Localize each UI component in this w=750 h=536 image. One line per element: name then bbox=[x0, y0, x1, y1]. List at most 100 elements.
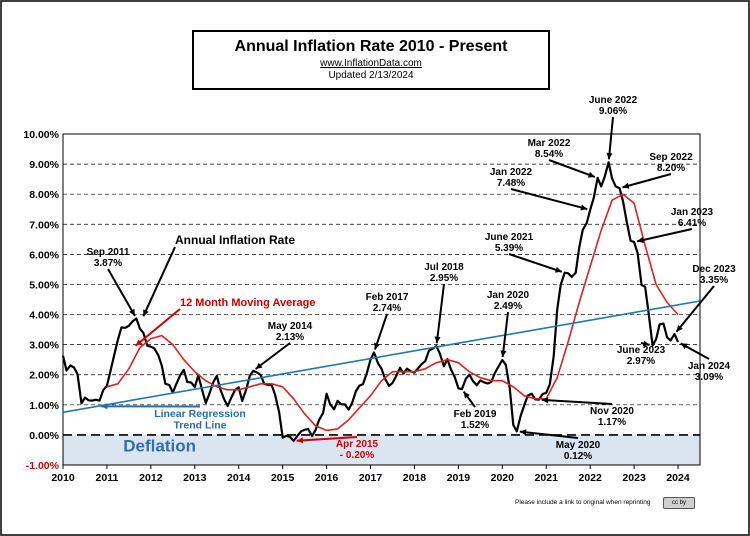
x-tick-label: 2013 bbox=[183, 472, 207, 484]
annotation-line: Linear Regression bbox=[154, 408, 246, 420]
annotation-arrowhead bbox=[374, 342, 380, 350]
annotation-line: 1.17% bbox=[598, 417, 626, 428]
annotation-label: Jan 2024 3.09% bbox=[688, 361, 731, 383]
annotation-label: June 2021 5.39% bbox=[485, 232, 534, 254]
annotation-arrow bbox=[255, 342, 291, 370]
annotation-arrow bbox=[519, 430, 579, 439]
annotation-arrowhead bbox=[637, 237, 644, 243]
annotation-arrow bbox=[541, 398, 613, 405]
annotation-line: 7.48% bbox=[497, 178, 525, 189]
annotation-line: Feb 2017 bbox=[366, 292, 409, 303]
deflation-label: Deflation bbox=[123, 436, 196, 455]
x-tick-label: 2021 bbox=[535, 472, 559, 484]
annotation-arrowhead bbox=[255, 362, 263, 370]
y-tick-label: 2.00% bbox=[29, 370, 59, 382]
annotation-label: Sep 2011 3.87% bbox=[87, 247, 130, 269]
x-tick-label: 2024 bbox=[666, 472, 690, 484]
annotation-line: 5.39% bbox=[495, 243, 523, 254]
annotation-line: Jan 2023 bbox=[671, 207, 714, 218]
x-tick-label: 2023 bbox=[622, 472, 646, 484]
updated-date: Updated 2/13/2024 bbox=[328, 70, 414, 81]
annotation-arrow bbox=[435, 283, 445, 344]
annotation-label: Annual Inflation Rate bbox=[175, 233, 295, 247]
annotation-arrowhead bbox=[642, 340, 650, 347]
annotation-line: 3.35% bbox=[700, 275, 728, 286]
annotation-line: 2.95% bbox=[430, 273, 458, 284]
cc-license-icon: cc by bbox=[663, 497, 695, 509]
annotation-label: May 2020 0.12% bbox=[556, 440, 601, 462]
annotation-line: Mar 2022 bbox=[528, 138, 571, 149]
annotation-label: Sep 2022 8.20% bbox=[649, 152, 693, 174]
annotation-arrowhead bbox=[463, 391, 470, 399]
annotation-line: 2.74% bbox=[373, 303, 401, 314]
annotation-label: June 2022 9.06% bbox=[589, 95, 638, 117]
annotation-arrow bbox=[134, 308, 181, 347]
x-tick-label: 2015 bbox=[271, 472, 295, 484]
annotation-line: Nov 2020 bbox=[590, 406, 634, 417]
annotation-arrowhead bbox=[434, 336, 441, 344]
annotation-label: Feb 2017 2.74% bbox=[366, 292, 409, 314]
annotation-arrowhead bbox=[101, 403, 108, 410]
y-tick-label: 0.00% bbox=[29, 430, 59, 442]
annotation-line: Jan 2024 bbox=[688, 361, 731, 372]
annotation-line: - 0.20% bbox=[340, 450, 375, 461]
chart-title: Annual Inflation Rate 2010 - Present bbox=[234, 38, 508, 55]
series-line-1 bbox=[61, 161, 680, 442]
annotation-label: June 2023 2.97% bbox=[617, 345, 666, 367]
chart-title-box: Annual Inflation Rate 2010 - Present www… bbox=[192, 30, 550, 90]
y-tick-label: -1.00% bbox=[26, 460, 60, 472]
x-tick-label: 2017 bbox=[359, 472, 383, 484]
annotation-label: Feb 2019 1.52% bbox=[454, 409, 497, 431]
source-link[interactable]: www.InflationData.com bbox=[320, 58, 422, 69]
annotation-line: 1.52% bbox=[461, 420, 489, 431]
annotation-line: Sep 2011 bbox=[87, 247, 130, 258]
annotation-line: 8.20% bbox=[657, 163, 685, 174]
annotation-line: Apr 2015 bbox=[336, 439, 379, 450]
x-tick-label: 2020 bbox=[491, 472, 515, 484]
annotation-line: 0.12% bbox=[564, 451, 592, 462]
annotation-line: Jan 2022 bbox=[490, 167, 533, 178]
annotation-line: June 2023 bbox=[617, 345, 666, 356]
y-tick-label: 6.00% bbox=[29, 249, 59, 261]
annotation-label: Apr 2015- 0.20% bbox=[336, 439, 379, 461]
y-tick-label: 7.00% bbox=[29, 219, 59, 231]
annotation-label: Jan 2020 2.49% bbox=[487, 290, 530, 312]
annotation-arrow bbox=[607, 116, 614, 160]
annotation-arrowhead bbox=[580, 204, 588, 211]
annotation-arrow bbox=[508, 253, 563, 273]
annotation-arrowhead bbox=[587, 171, 595, 178]
annotation-arrowhead bbox=[680, 343, 688, 350]
annotation-arrow bbox=[622, 173, 672, 189]
annotation-line: 2.13% bbox=[276, 332, 304, 343]
annotation-label: Mar 2022 8.54% bbox=[528, 138, 571, 160]
annotation-arrow bbox=[107, 268, 136, 317]
annotation-label: Jan 2023 6.41% bbox=[671, 207, 714, 229]
annotation-line: 3.09% bbox=[695, 372, 723, 383]
annotation-line: Feb 2019 bbox=[454, 409, 497, 420]
footnote: Please include a link to original when r… bbox=[515, 499, 651, 506]
annotation-label: May 2014 2.13% bbox=[268, 321, 313, 343]
x-tick-label: 2016 bbox=[315, 472, 339, 484]
annotation-arrow bbox=[548, 159, 596, 178]
series-line-3 bbox=[62, 300, 701, 414]
annotation-line: Annual Inflation Rate bbox=[175, 233, 295, 247]
annotation-line: 9.06% bbox=[599, 106, 627, 117]
plot-frame bbox=[62, 133, 701, 466]
y-tick-label: 10.00% bbox=[23, 129, 59, 141]
annotation-arrowhead bbox=[143, 309, 149, 317]
annotation-line: June 2021 bbox=[485, 232, 534, 243]
x-tick-label: 2011 bbox=[96, 472, 119, 484]
annotation-arrow bbox=[510, 188, 588, 211]
x-tick-label: 2019 bbox=[447, 472, 471, 484]
annotation-line: May 2020 bbox=[556, 440, 601, 451]
annotation-arrowhead bbox=[622, 182, 630, 189]
annotation-line: Dec 2023 bbox=[692, 264, 736, 275]
annotation-label: Jan 2022 7.48% bbox=[490, 167, 533, 189]
y-tick-label: 1.00% bbox=[29, 400, 59, 412]
annotation-arrowhead bbox=[606, 152, 613, 160]
x-tick-label: 2018 bbox=[403, 472, 427, 484]
deflation-band bbox=[63, 434, 700, 465]
annotation-line: May 2014 bbox=[268, 321, 313, 332]
annotation-label: Dec 2023 3.35% bbox=[692, 264, 736, 286]
annotation-line: Sep 2022 bbox=[649, 152, 693, 163]
